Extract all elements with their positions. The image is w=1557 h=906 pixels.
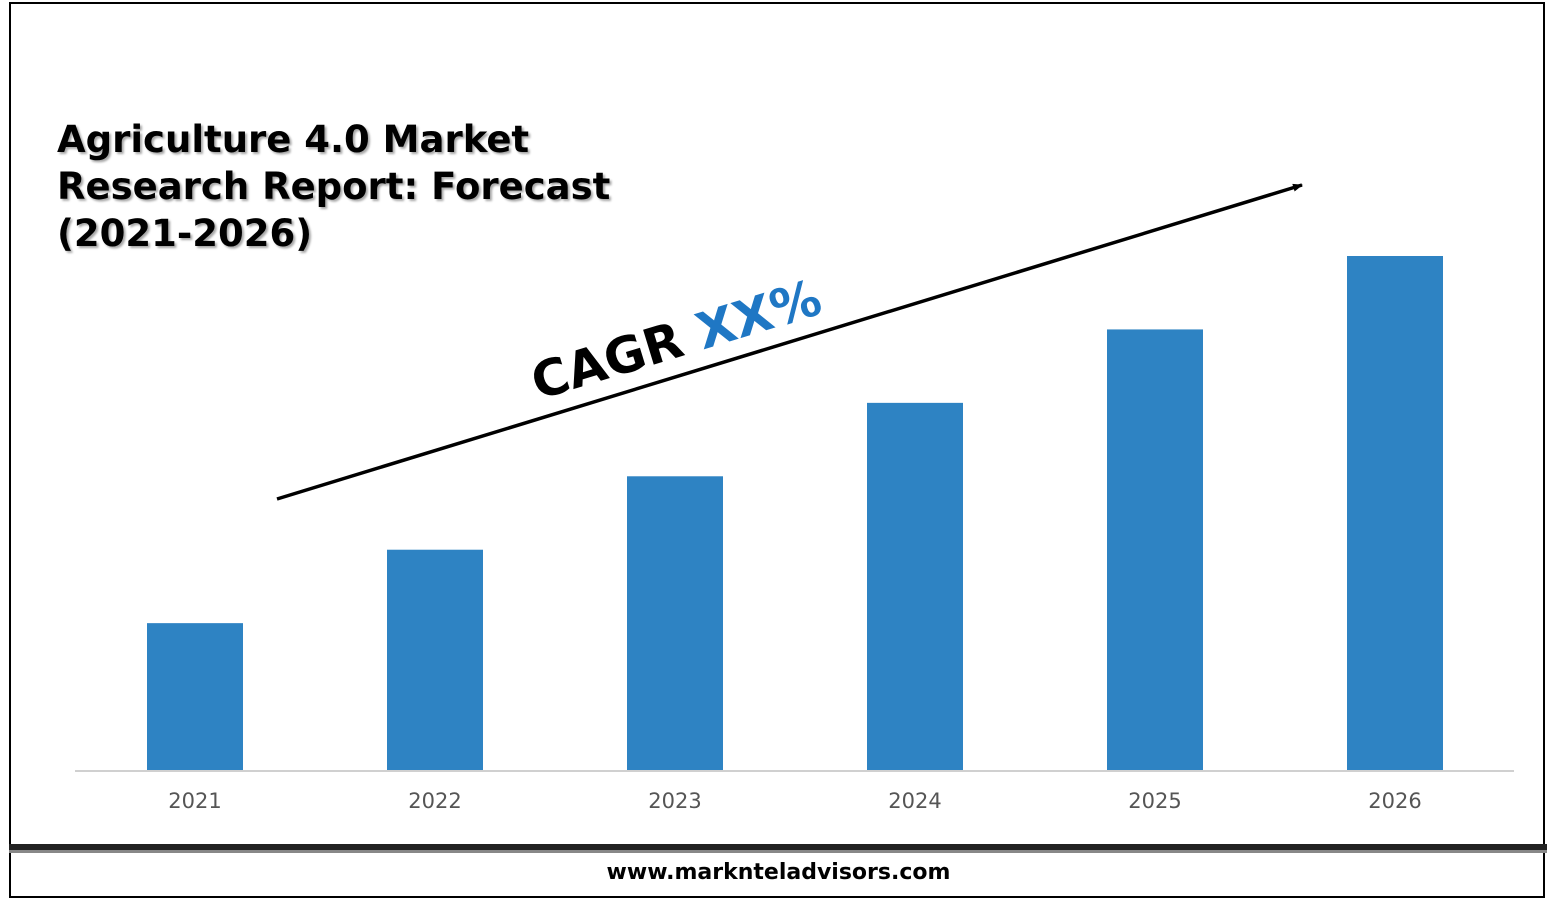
footer-divider-shadow [9, 850, 1547, 853]
bar-2022 [387, 549, 483, 770]
x-tick-label-2021: 2021 [168, 789, 221, 813]
bars-layer [147, 256, 1443, 770]
bar-2026 [1347, 256, 1443, 770]
x-tick-label-2024: 2024 [888, 789, 941, 813]
x-tick-label-2025: 2025 [1128, 789, 1181, 813]
x-tick-label-2023: 2023 [648, 789, 701, 813]
x-tick-label-2022: 2022 [408, 789, 461, 813]
chart-title-line-2: Research Report: Forecast [57, 165, 611, 208]
footer-website-link[interactable]: www.marknteladvisors.com [606, 860, 951, 885]
chart-title: Agriculture 4.0 Market Research Report: … [57, 116, 657, 257]
bar-2024 [867, 402, 963, 770]
trend-arrow [276, 183, 1303, 501]
chart-title-line-1: Agriculture 4.0 Market [57, 118, 530, 161]
bar-2025 [1107, 329, 1203, 770]
chart-title-line-3: (2021-2026) [57, 212, 313, 255]
chart-frame [9, 2, 1545, 898]
bar-2021 [147, 623, 243, 770]
x-tick-labels: 2021 2022 2023 2024 2025 2026 [168, 789, 1421, 813]
footer-divider [9, 844, 1547, 850]
bar-2023 [627, 476, 723, 770]
cagr-value: XX% [689, 268, 828, 361]
cagr-annotation: CAGR XX% [525, 268, 828, 411]
x-tick-label-2026: 2026 [1368, 789, 1421, 813]
